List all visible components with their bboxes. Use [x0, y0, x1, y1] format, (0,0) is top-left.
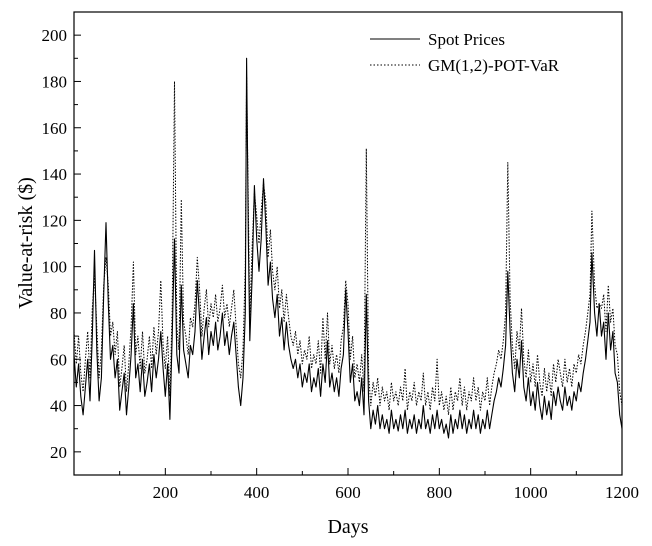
- x-tick-label: 600: [335, 483, 361, 502]
- axis-ticks: [74, 34, 623, 475]
- y-tick-label: 120: [42, 211, 68, 230]
- x-tick-label: 1000: [514, 483, 548, 502]
- tick-labels: 200 400 600 800 1000 1200 20 40 60 80 100 120 140 160…: [42, 26, 640, 502]
- series-line-spot-prices: [73, 57, 623, 439]
- y-tick-label: 80: [50, 304, 67, 323]
- y-tick-label: 200: [42, 26, 68, 45]
- x-axis-title: Days: [327, 516, 368, 538]
- y-axis-title: Value-at-risk ($): [15, 177, 37, 309]
- y-tick-label: 60: [50, 350, 67, 369]
- y-tick-label: 160: [42, 119, 68, 138]
- series-layer: [73, 57, 623, 439]
- y-tick-label: 20: [50, 443, 67, 462]
- legend-label-gm-pot-var: GM(1,2)-POT-VaR: [428, 56, 560, 75]
- legend-label-spot-prices: Spot Prices: [428, 30, 505, 49]
- y-tick-label: 40: [50, 397, 67, 416]
- x-tick-label: 1200: [605, 483, 639, 502]
- y-tick-label: 180: [42, 72, 68, 91]
- x-tick-label: 400: [244, 483, 270, 502]
- y-tick-label: 100: [42, 258, 68, 277]
- y-tick-label: 140: [42, 165, 68, 184]
- x-tick-label: 800: [427, 483, 453, 502]
- series-line-gm-pot-var: [73, 76, 623, 416]
- x-tick-label: 200: [153, 483, 179, 502]
- legend: Spot Prices GM(1,2)-POT-VaR: [370, 30, 560, 75]
